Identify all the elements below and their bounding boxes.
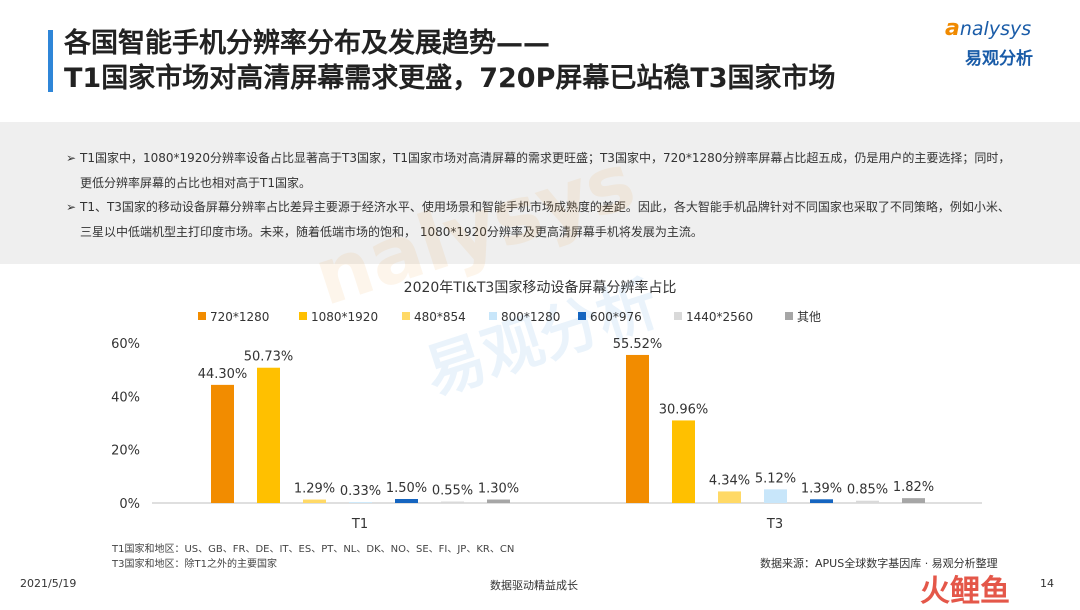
data-label: 1.82% [893,480,934,495]
note-item: ➢ T1国家中，1080*1920分辨率设备占比显著高于T3国家，T1国家市场对… [66,146,1016,196]
notes-panel: ➢ T1国家中，1080*1920分辨率设备占比显著高于T3国家，T1国家市场对… [0,122,1080,264]
bar [626,354,649,503]
brand-logo: 火鲤鱼 [920,574,1010,609]
y-tick-label: 40% [111,390,140,405]
legend-label: 720*1280 [210,310,269,324]
legend-label: 480*854 [414,310,466,324]
bar [487,499,510,503]
legend-swatch [674,312,682,320]
bar [441,501,464,503]
bar [810,499,833,503]
arrow-bullet-icon: ➢ [66,151,77,165]
page-title-line1: 各国智能手机分辨率分布及发展趋势—— [64,28,550,59]
footer-slogan: 数据驱动精益成长 [490,579,578,592]
title-accent-bar [48,30,53,92]
data-label: 30.96% [659,402,709,417]
page-title: 各国智能手机分辨率分布及发展趋势—— T1国家市场对高清屏幕需求更盛，720P屏… [64,26,836,96]
legend-swatch [578,312,586,320]
data-label: 4.34% [709,473,750,488]
bar [718,491,741,503]
note-item: ➢ T1、T3国家的移动设备屏幕分辨率占比差异主要源于经济水平、使用场景和智能手… [66,195,1016,245]
legend-label: 800*1280 [501,310,560,324]
bar [856,500,879,503]
data-label: 0.55% [432,484,473,499]
data-label: 1.39% [801,481,842,496]
data-label: 0.85% [847,483,888,498]
x-tick-label: T3 [766,517,783,532]
data-label: 55.52% [613,337,663,352]
data-label: 50.73% [244,350,294,365]
bar [395,499,418,503]
data-label: 0.33% [340,484,381,499]
data-label: 5.12% [755,471,796,486]
logo-text-cn: 易观分析 [965,49,1033,69]
bar [257,367,280,503]
bar [211,384,234,503]
page-number: 14 [1040,577,1054,590]
x-tick-label: T1 [351,517,368,532]
data-label: 1.30% [478,482,519,497]
legend-label: 1080*1920 [311,310,378,324]
legend-swatch [198,312,206,320]
arrow-bullet-icon: ➢ [66,200,77,214]
data-source: 数据来源：APUS全球数字基因库 · 易观分析整理 [760,557,998,570]
legend-swatch [299,312,307,320]
footer-date: 2021/5/19 [20,577,77,590]
chart-title: 2020年TI&T3国家移动设备屏幕分辨率占比 [404,279,677,296]
footnote-t3: T3国家和地区：除T1之外的主要国家 [112,559,277,570]
analysys-logo: analysys 易观分析 [945,16,1055,72]
bar [902,498,925,503]
legend-swatch [402,312,410,320]
data-label: 1.29% [294,482,335,497]
note-text: T1国家中，1080*1920分辨率设备占比显著高于T3国家，T1国家市场对高清… [80,151,1011,190]
data-label: 1.50% [386,481,427,496]
data-label: 44.30% [198,367,248,382]
logo-text-en: analysys [945,16,1032,41]
bar [349,502,372,503]
page-title-line2: T1国家市场对高清屏幕需求更盛，720P屏幕已站稳T3国家市场 [64,63,836,94]
legend-label: 其他 [797,310,821,324]
y-tick-label: 60% [111,337,140,352]
note-text: T1、T3国家的移动设备屏幕分辨率占比差异主要源于经济水平、使用场景和智能手机市… [80,200,1010,239]
y-tick-label: 20% [111,444,140,459]
bar [672,420,695,503]
y-tick-label: 0% [119,497,140,512]
footnote-t1: T1国家和地区：US、GB、FR、DE、IT、ES、PT、NL、DK、NO、SE… [112,544,515,555]
bar [764,489,787,503]
legend-label: 600*976 [590,310,642,324]
legend-swatch [785,312,793,320]
legend-swatch [489,312,497,320]
legend-label: 1440*2560 [686,310,753,324]
bar [303,499,326,503]
